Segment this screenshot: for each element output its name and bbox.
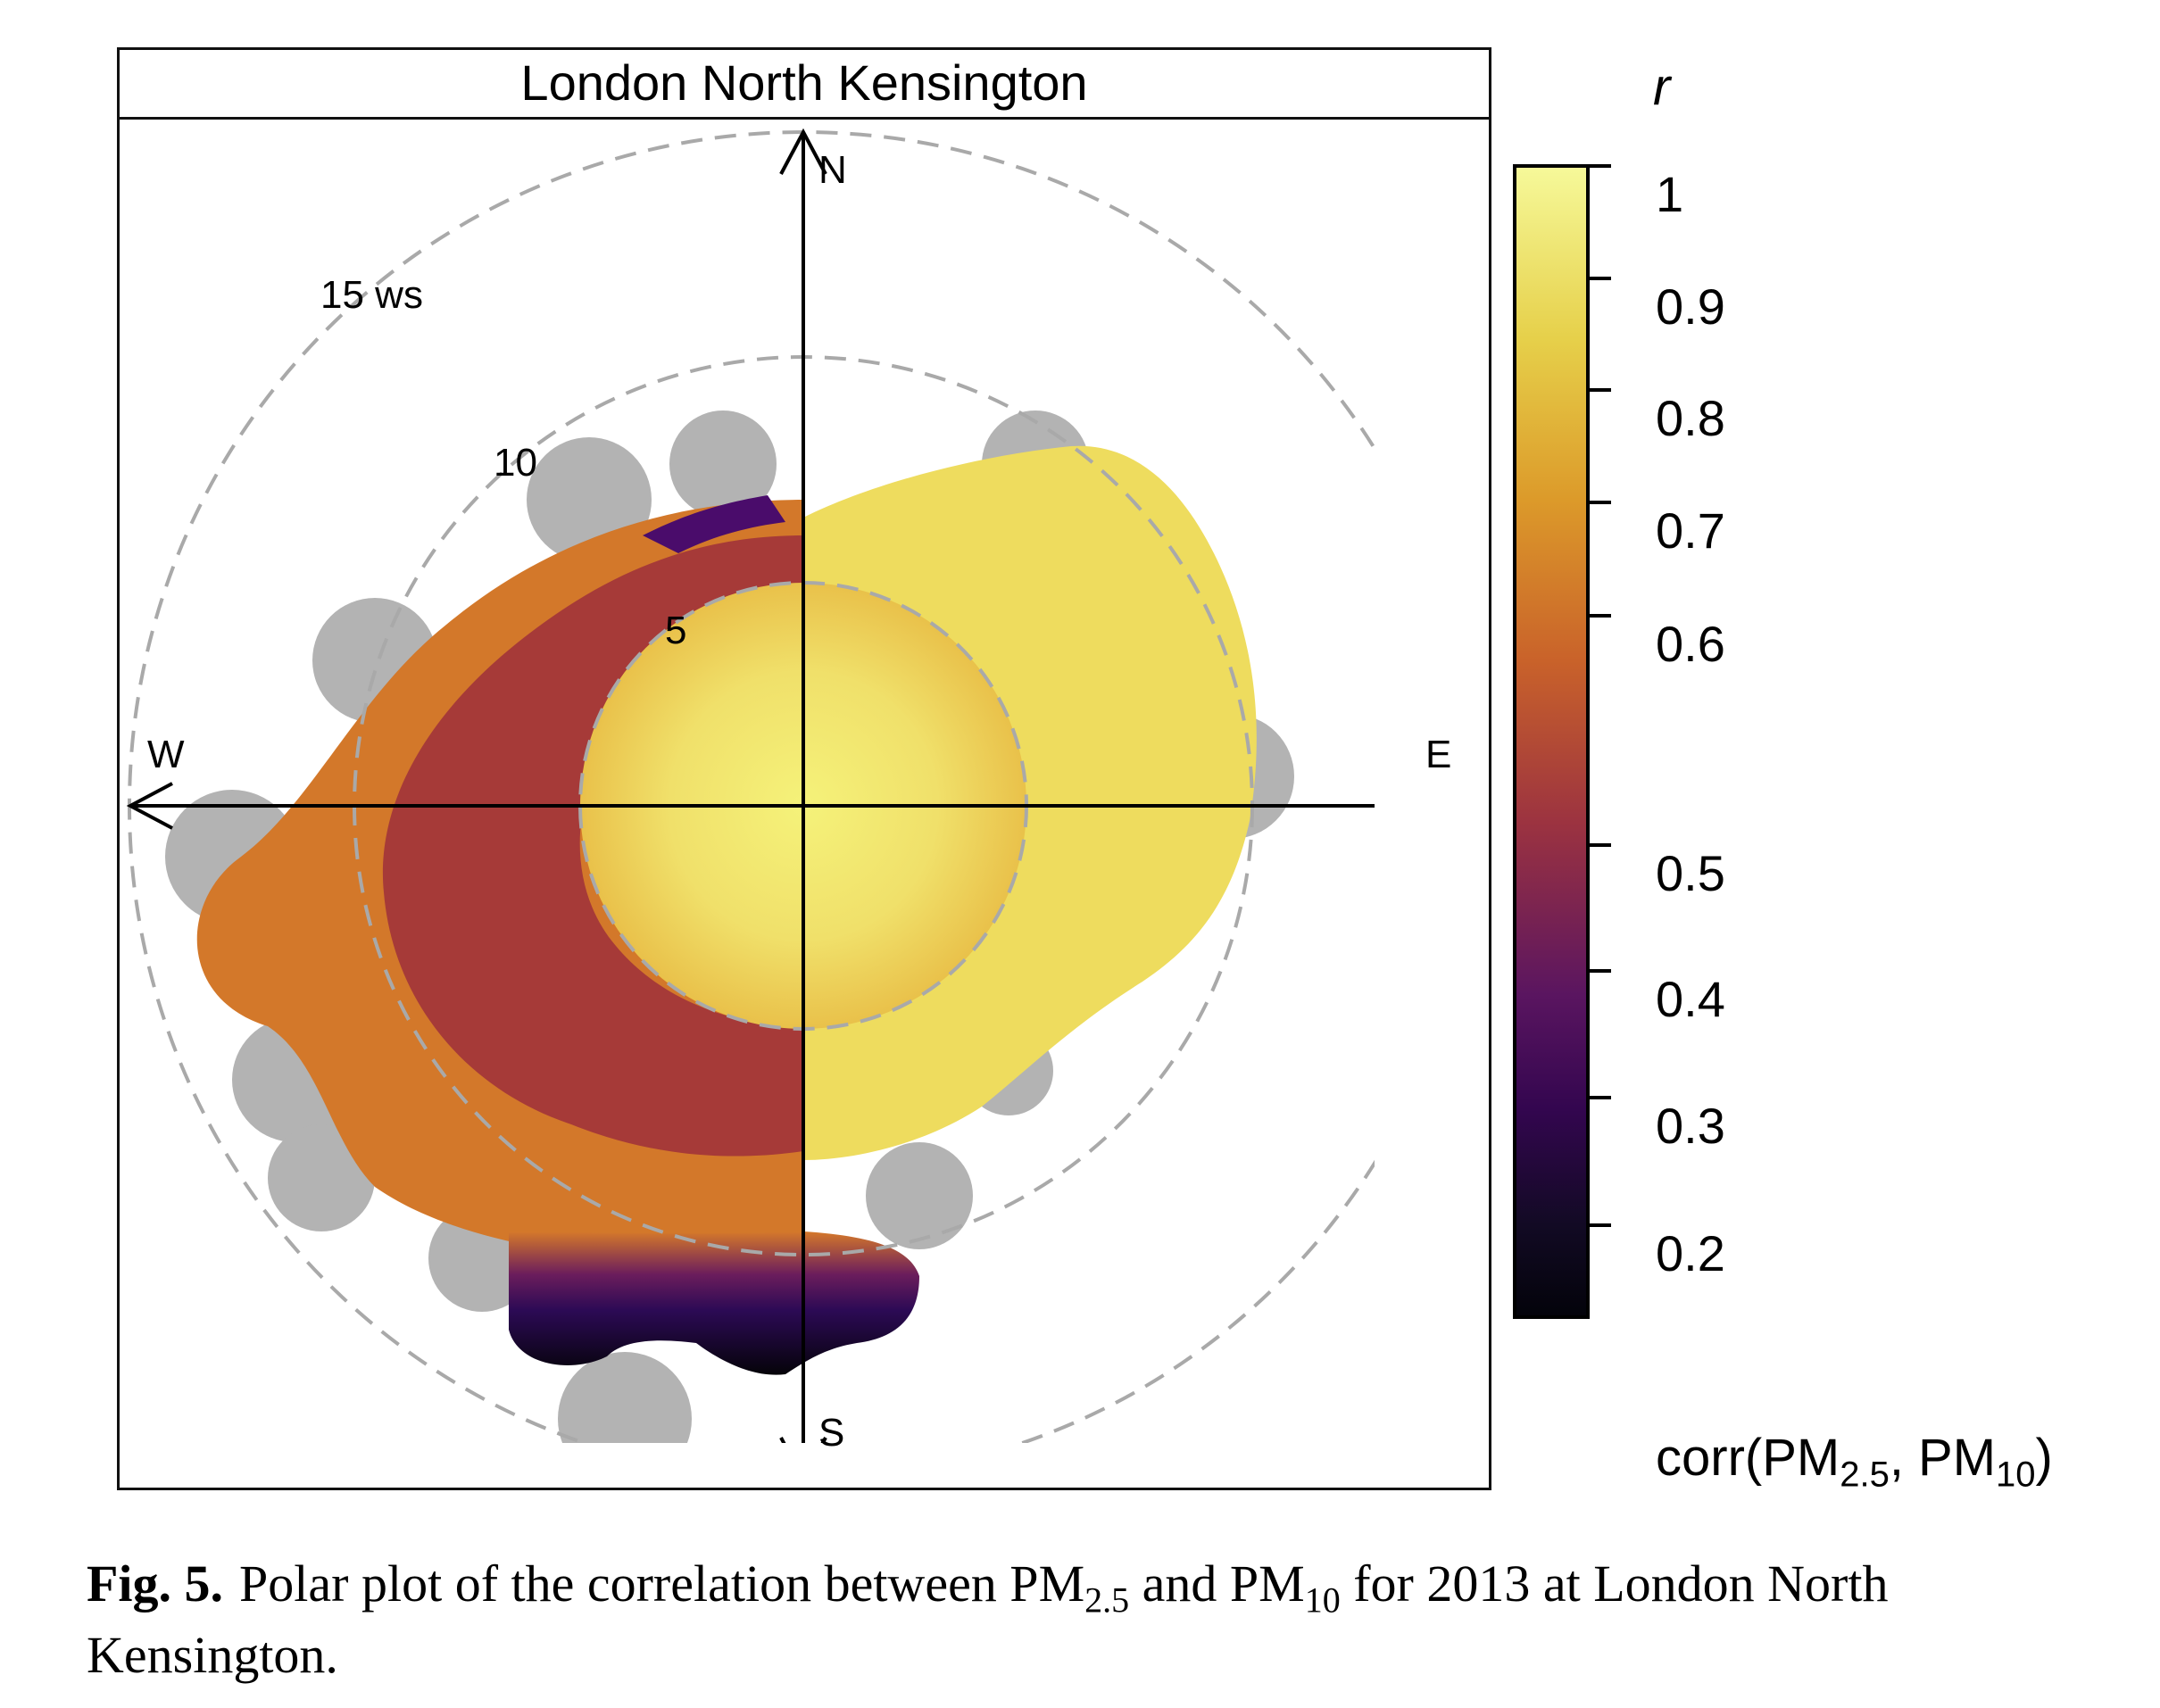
colorbar-title: r	[1653, 58, 1671, 116]
colorbar	[1513, 164, 1611, 1319]
colorbar-tick-0.3: 0.3	[1656, 1098, 1725, 1154]
plot-frame: London North Kensington	[117, 47, 1491, 1490]
compass-n: N	[818, 148, 847, 192]
colorbar-tick-0.7: 0.7	[1656, 502, 1725, 559]
colorbar-tick-0.9: 0.9	[1656, 278, 1725, 335]
ring-label-5: 5	[665, 609, 686, 652]
ring-label-10: 10	[494, 441, 537, 485]
compass-w: W	[147, 733, 185, 776]
colorbar-caption: corr(PM2.5, PM10)	[1656, 1429, 2053, 1495]
colorbar-tick-0.5: 0.5	[1656, 845, 1725, 901]
polar-plot: N E S W 15 ws 10 5	[126, 128, 1451, 1455]
panel-title: London North Kensington	[120, 50, 1489, 120]
colorbar-tick-1: 1	[1656, 166, 1684, 222]
ring-label-15: 15 ws	[320, 273, 423, 317]
colorbar-tick-0.2: 0.2	[1656, 1225, 1725, 1281]
colorbar-tick-0.6: 0.6	[1656, 616, 1725, 672]
colorbar-tick-0.8: 0.8	[1656, 390, 1725, 446]
figure-caption: Fig. 5. Polar plot of the correlation bet…	[87, 1555, 1889, 1684]
compass-axes	[126, 128, 1375, 1443]
compass-e: E	[1425, 733, 1451, 776]
colorbar-tick-0.4: 0.4	[1656, 971, 1725, 1027]
compass-s: S	[818, 1411, 844, 1455]
